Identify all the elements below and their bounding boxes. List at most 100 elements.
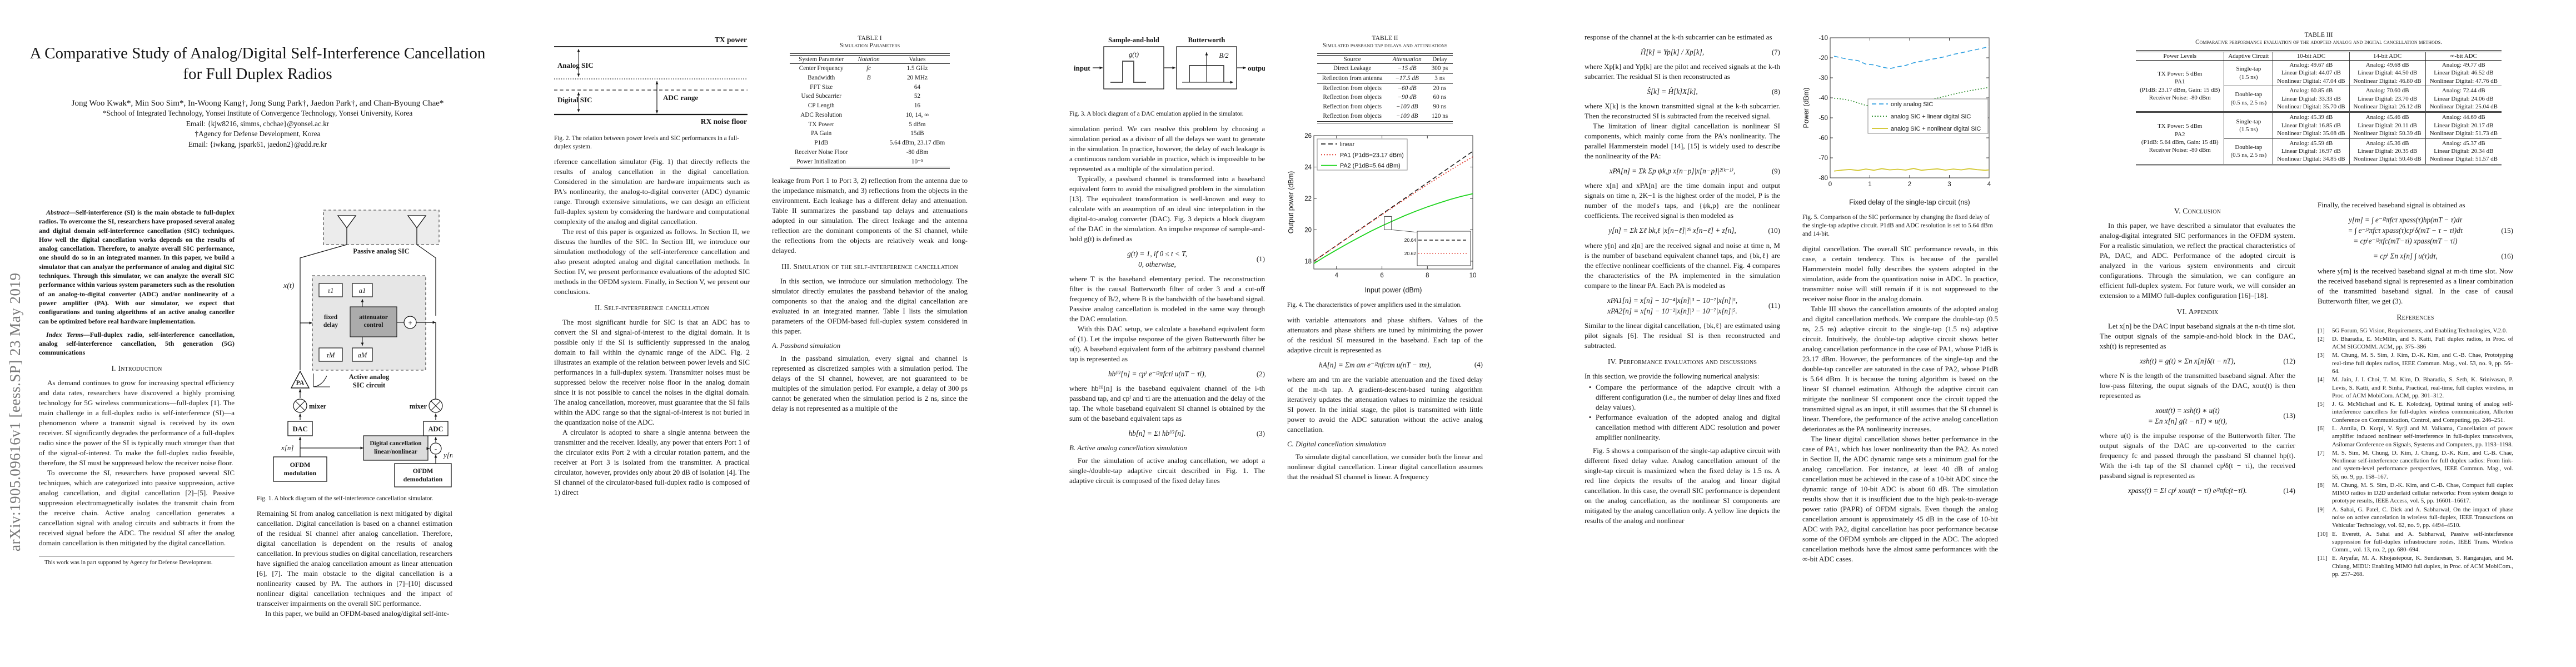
fig5-figure: 0 1 2 3 4 -10 -20 -30 -40 -50 -60 -70 -80 Fixed delay…: [1802, 33, 1998, 238]
table-row: CP Length 16: [790, 101, 950, 111]
reference-text: M. Chung, M. S. Sim, J. Kim, D.-K. Kim, …: [2332, 352, 2513, 375]
page3-right-column: TABLE II Simulated passband tap delays an…: [1287, 32, 1483, 642]
table-header-row: Source Attenuation Delay: [1317, 54, 1453, 64]
reference-item: [4] M. Jain, J. I. Choi, T. M. Kim, D. Bh…: [2318, 376, 2513, 400]
paragraph: The linear digital cancellation shows be…: [1802, 434, 1998, 563]
page5-left-column: V. Conclusion In this paper, we have desc…: [2100, 200, 2295, 642]
sample-and-hold-label: Sample-and-hold: [1108, 36, 1159, 44]
fig3-diagram: Sample-and-hold Butterworth g(t) B/2 input ou…: [1074, 36, 1265, 89]
equation-number: (3): [1256, 429, 1265, 437]
adc-result-cell: Analog: 49.68 dB Linear Digital: 44.50 dB…: [2349, 60, 2426, 86]
bullet-list: • Compare the performance of the adaptive…: [1585, 382, 1780, 442]
reference-tag: [1]: [2318, 327, 2325, 334]
reference-item: [11] E. Aryafar, M. A. Khojastepour, K. S…: [2318, 554, 2513, 578]
butterworth-label: Butterworth: [1188, 36, 1225, 44]
y-tick: -40: [1818, 95, 1828, 102]
fig2-diagram: TX power Analog SIC Digital SIC ADC range RX…: [554, 36, 748, 126]
table-cell: Used Subcarrier: [801, 93, 841, 100]
paragraph: Table III shows the cancellation amounts…: [1802, 304, 1998, 433]
adc-result-cell: Analog: 45.36 dB Linear Digital: 20.35 dB…: [2349, 138, 2426, 165]
email-1: Email: {kjw8216, simms, cbchae}@yonsei.a…: [186, 119, 330, 128]
equation-body: Ĥ[k] = Yp[k] / Xp[k],: [1585, 47, 1760, 57]
column-header: Notation: [853, 54, 885, 64]
reference-text: E. Everett, A. Sahai and A. Sabharwal, P…: [2332, 530, 2513, 554]
table-cell: Reflection from antenna: [1317, 73, 1388, 84]
equation-line: xout(t) = xsh(t) ∗ u(t): [2155, 406, 2220, 415]
table-cell: [853, 129, 885, 138]
paragraph: The most significant hurdle for SIC is t…: [554, 317, 750, 426]
adaptive-circuit-cell: Single-tap (1.5 ns): [2224, 60, 2273, 86]
abstract-lead: Index Terms: [46, 330, 83, 339]
result-line: Analog: 44.69 dB: [2442, 114, 2485, 121]
paragraph: where X[k] is the known transmitted sign…: [1585, 102, 1780, 121]
section-heading: V. Conclusion: [2174, 207, 2221, 215]
reference-item: [6] L. Anttila, D. Korpi, V. Syrjl and M.…: [2318, 425, 2513, 449]
column-header: ∞-bit ADC: [2425, 51, 2502, 61]
table-cell: −100 dB: [1396, 112, 1418, 120]
page-2: TX power Analog SIC Digital SIC ADC range RX…: [515, 0, 1030, 667]
paragraph: with variable attenuators and phase shif…: [1287, 315, 1483, 354]
table-header-row: System Parameter Notation Values: [789, 54, 950, 64]
reference-tag: [8]: [2318, 481, 2325, 489]
paragraph: rference cancellation simulator (Fig. 1)…: [554, 157, 750, 226]
equation-number: (9): [1771, 166, 1780, 175]
subsection-heading: A. Passband simulation: [772, 341, 841, 350]
page2-left-column: TX power Analog SIC Digital SIC ADC range RX…: [554, 32, 750, 642]
paragraph: leakage from Port 1 to Port 3, 2) reflec…: [772, 176, 968, 255]
table-row: Receiver Noise Floor -80 dBm: [790, 148, 950, 157]
gt-label: g(t): [1129, 51, 1139, 58]
digital-cancellation-label: Digital cancellation: [370, 440, 422, 447]
table3-zone: TABLE III Comparative performance evaluat…: [2096, 29, 2541, 173]
table-cell: [853, 148, 885, 157]
equation: xPA[n] = Σk Σp ψk,p x[n−p]|x[n−p]|²⁽ᵏ⁻¹⁾…: [1585, 166, 1780, 176]
equation-line: = cpⁱe⁻ʲ²πfc(mT−τi) xpass(mT − τi): [2353, 237, 2458, 246]
b2-label: B/2: [1219, 52, 1228, 59]
reference-text: M. S. Sim, M. Chung, D. Kim, J. Chung, D…: [2332, 449, 2513, 480]
y-tick: -60: [1818, 135, 1828, 142]
equation: xsh(t) = g(t) ∗ Σn x[n]δ(t − nT), (12): [2100, 356, 2295, 366]
result-line: Linear Digital: 20.17 dB: [2434, 122, 2494, 129]
reference-item: [10] E. Everett, A. Sahai and A. Sabharwa…: [2318, 530, 2513, 554]
equation-number: (2): [1256, 369, 1265, 378]
circuit-line: Single-tap: [2236, 66, 2261, 73]
reference-item: [8] M. Chung, M. S. Sim, D.-K. Kim, and C…: [2318, 481, 2513, 505]
equation-line: xpass(t) = Σi cpⁱ xout(t − τi) eʲ²πfc(t−…: [2128, 486, 2247, 495]
table-row: FFT Size 64: [790, 83, 950, 92]
equation: y[n] = Σk Σℓ bk,ℓ |x[n−ℓ]|²ᵏ x[n−ℓ] + z[…: [1585, 225, 1780, 236]
combiner-plus: +: [408, 318, 412, 327]
table-cell: PA Gain: [811, 130, 832, 137]
reference-text: L. Anttila, D. Korpi, V. Syrjl and M. Va…: [2332, 425, 2513, 448]
paragraph: Fig. 5 shows a comparison of the single-…: [1585, 446, 1780, 525]
x-tick: 10: [1469, 272, 1477, 279]
table-cell: P1dB: [814, 140, 829, 147]
table-row: Center Frequency fc 1.5 GHz: [790, 64, 950, 73]
table-cell: 10, 14, ∞: [905, 111, 929, 118]
adaptive-circuit-cell: Double-tap (0.5 ns, 2.5 ns): [2224, 86, 2273, 112]
equation-body: xpass(t) = Σi cpⁱ xout(t − τi) eʲ²πfc(t−…: [2100, 485, 2275, 496]
table-cell: TX Power: [808, 121, 834, 128]
equation-body: hb⁽ⁱ⁾[n] = cpⁱ e⁻ʲ²πfcτi u(nT − τi),: [1069, 369, 1245, 379]
paragraph: The rest of this paper is organized as f…: [554, 227, 750, 296]
table-cell: 5.64 dBm, 23.17 dBm: [889, 140, 945, 147]
x-tick: 4: [1335, 272, 1339, 279]
page-5: TABLE III Comparative performance evaluat…: [2061, 0, 2576, 667]
table-row: PA Gain 15dB: [790, 129, 950, 138]
table-caption-sub: Comparative performance evaluation of th…: [2195, 39, 2442, 46]
reference-tag: [10]: [2318, 530, 2328, 537]
column-header: 10-bit ADC: [2273, 51, 2349, 61]
equation-line: = cpⁱ Σn x[n] ∫ u(τ)dτ,: [2373, 252, 2438, 261]
column-header: 14-bit ADC: [2349, 51, 2426, 61]
table-cell: Bandwidth: [808, 74, 835, 81]
table-cell: B: [866, 74, 871, 81]
digital-cancellation-label: linear/nonlinear: [374, 449, 417, 455]
paragraph: The limitation of linear digital cancell…: [1585, 122, 1780, 161]
table-cell: Reflection from objects: [1323, 103, 1382, 111]
subtractor-label: -: [435, 445, 437, 453]
y-tick: 26: [1304, 133, 1312, 140]
table-row: TX Power 5 dBm: [790, 120, 950, 130]
adc-label: ADC: [428, 425, 443, 433]
reference-item: [9] A. Sahai, G. Patel, C. Dick and A. Sa…: [2318, 506, 2513, 530]
result-line: Linear Digital: 20.34 dB: [2434, 147, 2494, 155]
equation: g(t) = 1, if 0 ≤ t < T, 0, otherwise, (1): [1069, 248, 1265, 270]
table-cell: Reflection from objects: [1323, 112, 1382, 120]
